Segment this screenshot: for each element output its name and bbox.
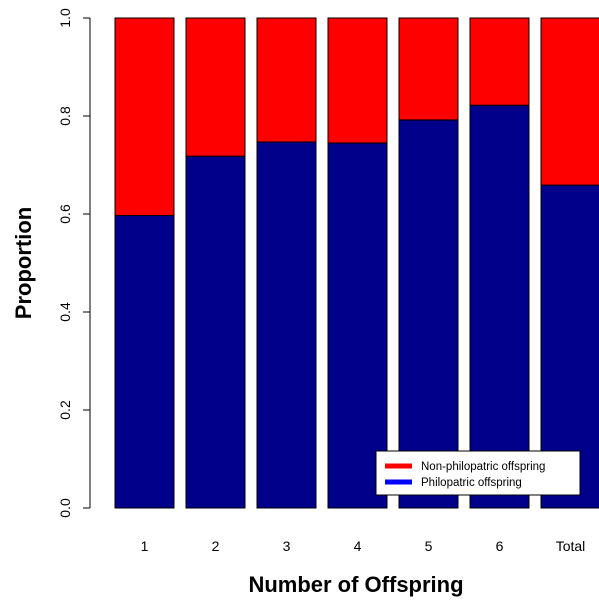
y-tick-label: 1.0	[57, 8, 73, 28]
x-tick-label: 3	[283, 538, 291, 554]
bar-group	[114, 17, 599, 509]
y-tick-label: 0.8	[57, 106, 73, 126]
bar-non-philopatric-6	[469, 17, 530, 106]
x-tick-label: Total	[556, 538, 586, 554]
legend-box	[375, 450, 581, 496]
bar-non-philopatric-1	[114, 17, 175, 216]
x-tick-label: 1	[141, 538, 149, 554]
bar-non-philopatric-3	[256, 17, 317, 143]
bar-philopatric-4	[327, 142, 388, 509]
bar-philopatric-3	[256, 141, 317, 509]
legend: Non-philopatric offspring Philopatric off…	[375, 450, 581, 496]
x-tick-label: 4	[354, 538, 362, 554]
y-axis: 0.0 0.2 0.4 0.6 0.8 1.0	[57, 8, 91, 518]
x-tick-label: 6	[496, 538, 504, 554]
bar-philopatric-5	[398, 119, 459, 509]
bar-non-philopatric-total	[540, 17, 599, 186]
bar-non-philopatric-4	[327, 17, 388, 144]
x-tick-label: 2	[212, 538, 220, 554]
y-axis-title: Proportion	[11, 207, 36, 319]
bar-philopatric-1	[114, 214, 175, 509]
legend-label: Non-philopatric offspring	[421, 461, 545, 473]
bar-philopatric-2	[185, 155, 246, 509]
bar-non-philopatric-2	[185, 17, 246, 157]
y-tick-label: 0.2	[57, 400, 73, 420]
bar-philopatric-6	[469, 104, 530, 509]
y-tick-label: 0.0	[57, 498, 73, 518]
y-tick-label: 0.6	[57, 204, 73, 224]
y-tick-label: 0.4	[57, 302, 73, 322]
x-tick-label: 5	[425, 538, 433, 554]
x-axis-title: Number of Offspring	[248, 572, 463, 597]
bar-non-philopatric-5	[398, 17, 459, 121]
x-tick-labels: 1 2 3 4 5 6 Total	[141, 538, 586, 554]
legend-label: Philopatric offspring	[421, 477, 522, 489]
